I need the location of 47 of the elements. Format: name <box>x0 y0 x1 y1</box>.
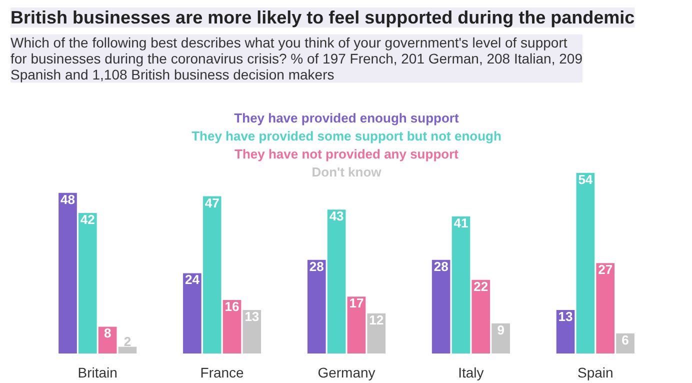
bar <box>183 273 202 354</box>
bar <box>347 296 366 354</box>
x-tick-label: Spain <box>577 364 614 380</box>
data-label: 13 <box>244 309 260 324</box>
bar <box>58 192 77 354</box>
data-label: 28 <box>309 258 324 274</box>
text: They have provided enough support <box>234 110 460 126</box>
bar <box>307 260 326 354</box>
data-label: 41 <box>454 215 468 230</box>
data-label: 24 <box>184 272 200 288</box>
data-label: 47 <box>204 195 220 210</box>
data-label: 54 <box>578 172 594 187</box>
x-tick-label: France <box>200 364 244 380</box>
data-label: 48 <box>60 192 75 207</box>
bar <box>367 313 386 354</box>
data-label: 27 <box>598 262 613 278</box>
data-label: 6 <box>622 332 629 348</box>
data-label: 43 <box>329 208 344 224</box>
bar <box>202 196 222 354</box>
bar <box>492 323 510 354</box>
data-label: 42 <box>80 212 95 227</box>
bar <box>452 216 470 354</box>
data-label: 16 <box>224 298 240 314</box>
bar <box>432 260 450 354</box>
bar <box>576 172 595 354</box>
x-tick-label: Italy <box>458 364 484 380</box>
bar <box>596 263 615 354</box>
data-label: 28 <box>434 258 448 274</box>
bar <box>222 300 242 354</box>
x-tick-label: Germany <box>318 364 376 380</box>
bar <box>78 212 97 354</box>
data-label: 17 <box>349 296 364 311</box>
x-tick-label: Britain <box>78 364 118 380</box>
data-label: 22 <box>474 278 488 294</box>
chart-subtitle: Which of the following best describes what you think of your government's level of support for businesses during the coronavirus crisis? % of 197 French, 201 German, 208 Italian, 209 Spanish and 1,108 British business decision makers <box>10 34 583 82</box>
data-label: 8 <box>104 326 112 341</box>
bar <box>118 346 137 354</box>
data-label: 12 <box>369 312 384 328</box>
data-label: 13 <box>558 309 573 324</box>
chart-title: British businesses are more likely to feel supported during the pandemic <box>10 8 635 28</box>
text: They have not provided any support <box>234 146 460 162</box>
data-label: 2 <box>124 334 132 349</box>
text: They have provided some support but not enough <box>192 128 502 144</box>
bar <box>472 280 490 354</box>
data-label: 9 <box>497 322 504 338</box>
bar <box>327 210 346 354</box>
text: Don't know <box>312 164 382 180</box>
